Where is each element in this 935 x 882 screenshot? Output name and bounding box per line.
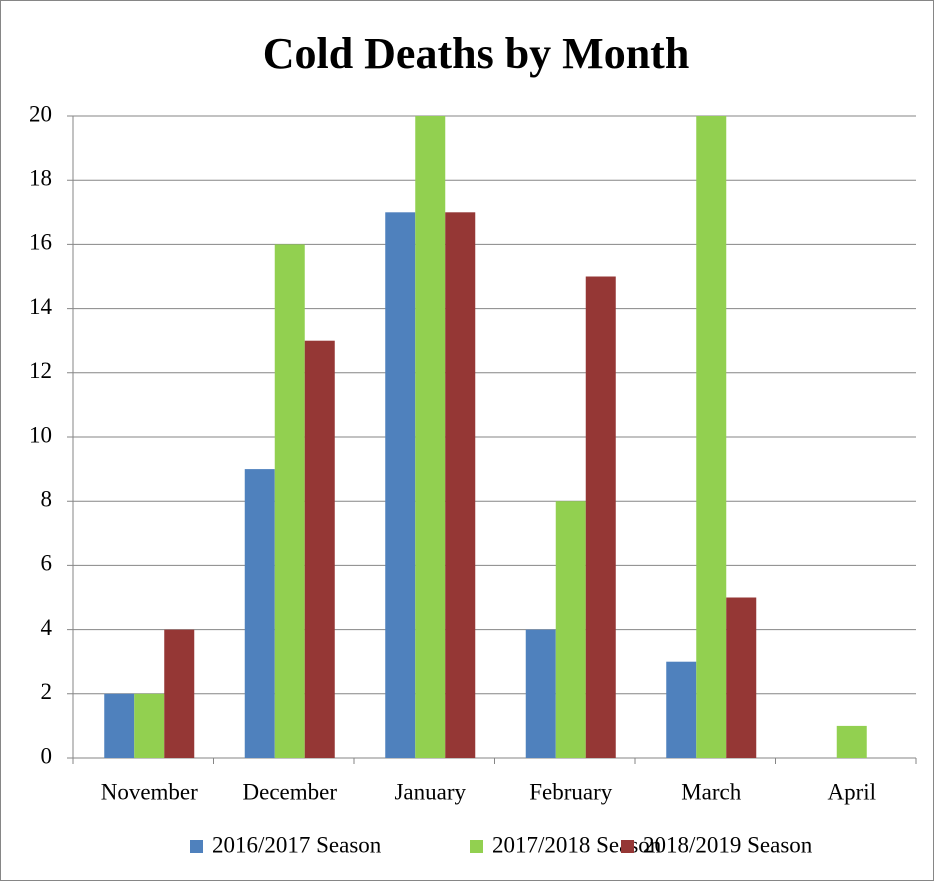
bar: [385, 212, 416, 759]
legend-swatch: [621, 840, 634, 853]
x-tick-label: January: [394, 779, 466, 804]
y-tick-label: 4: [41, 615, 53, 640]
y-tick-label: 0: [41, 743, 53, 768]
bar: [164, 629, 195, 758]
chart-title: Cold Deaths by Month: [263, 29, 690, 78]
y-tick-label: 2: [41, 679, 53, 704]
y-tick-label: 10: [29, 422, 52, 447]
bar: [525, 629, 556, 758]
legend-swatch: [190, 840, 203, 853]
x-tick-label: November: [101, 779, 198, 804]
y-tick-label: 12: [29, 358, 52, 383]
y-tick-label: 14: [29, 294, 53, 319]
x-tick-label: December: [243, 779, 338, 804]
legend-label: 2018/2019 Season: [643, 832, 813, 857]
bar: [134, 693, 165, 758]
bar: [104, 693, 135, 758]
x-tick-label: April: [827, 779, 876, 804]
bar: [726, 597, 757, 758]
bar: [666, 661, 697, 758]
legend-label: 2016/2017 Season: [212, 832, 382, 857]
bar: [585, 276, 616, 758]
y-tick-label: 6: [41, 551, 53, 576]
bar: [445, 212, 476, 759]
bar: [555, 501, 586, 758]
bar: [415, 116, 446, 758]
y-tick-label: 20: [29, 101, 52, 126]
bar: [304, 340, 335, 758]
bar: [696, 116, 727, 758]
legend-label: 2017/2018 Season: [492, 832, 662, 857]
y-tick-label: 8: [41, 486, 53, 511]
bar: [274, 244, 305, 758]
bar: [244, 469, 275, 758]
x-tick-label: February: [529, 779, 613, 804]
legend-swatch: [470, 840, 483, 853]
x-tick-label: March: [681, 779, 742, 804]
y-tick-label: 16: [29, 230, 52, 255]
bar: [836, 725, 867, 758]
y-tick-label: 18: [29, 165, 52, 190]
